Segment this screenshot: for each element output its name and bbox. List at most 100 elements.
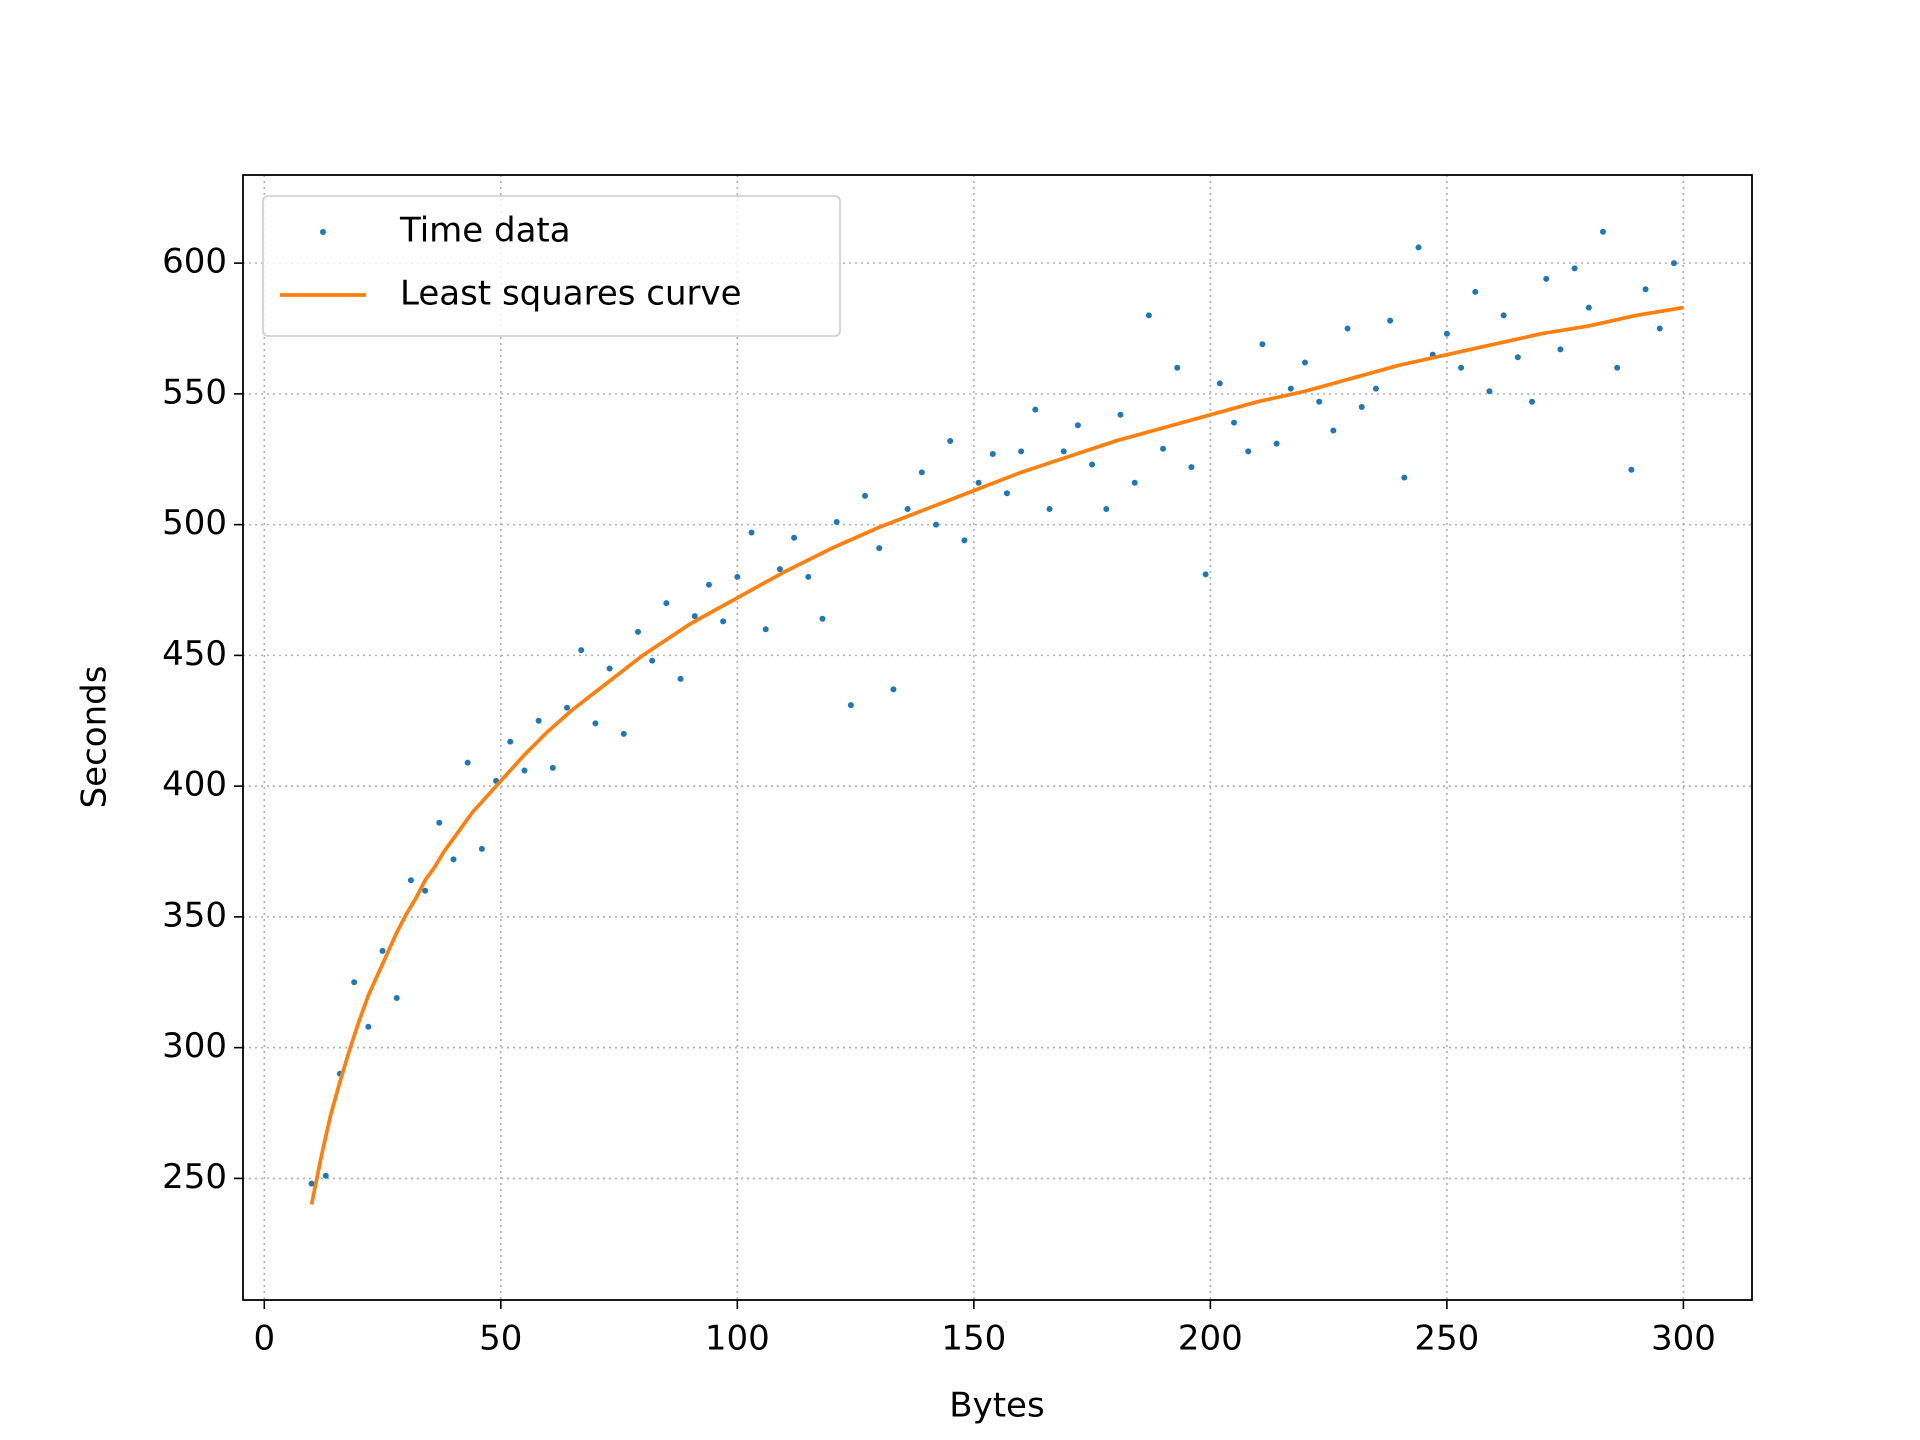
x-tick-label: 150: [941, 1319, 1006, 1359]
data-point: [649, 657, 656, 664]
y-tick-label: 500: [162, 503, 227, 543]
legend-label: Time data: [399, 211, 571, 251]
data-point: [1585, 304, 1592, 311]
x-axis-label: Bytes: [949, 1386, 1044, 1426]
data-point: [933, 521, 940, 528]
data-point: [1358, 403, 1365, 410]
data-point: [592, 720, 599, 727]
data-point: [1486, 388, 1493, 395]
data-point: [535, 717, 542, 724]
data-point: [507, 738, 514, 745]
x-tick-label: 300: [1651, 1319, 1716, 1359]
data-point: [1216, 380, 1223, 387]
data-point: [1642, 286, 1649, 293]
data-point: [989, 451, 996, 458]
data-point: [450, 856, 457, 863]
x-tick-label: 100: [705, 1319, 770, 1359]
y-tick-label: 350: [162, 895, 227, 935]
data-point: [1103, 505, 1110, 512]
data-point: [578, 647, 585, 654]
x-tick-label: 200: [1178, 1319, 1243, 1359]
data-point: [890, 686, 897, 693]
data-point: [464, 759, 471, 766]
data-point: [606, 665, 613, 672]
x-tick-label: 250: [1414, 1319, 1479, 1359]
data-point: [1500, 312, 1507, 319]
data-point: [1529, 398, 1536, 405]
data-point: [1074, 422, 1081, 429]
data-point: [549, 764, 556, 771]
data-point: [833, 519, 840, 526]
legend-box: [262, 195, 841, 337]
data-point: [734, 573, 741, 580]
data-point: [1387, 317, 1394, 324]
data-point: [1273, 440, 1280, 447]
data-point: [393, 994, 400, 1001]
data-point: [847, 702, 854, 709]
data-point: [1443, 330, 1450, 337]
data-point: [1287, 385, 1294, 392]
plot-frame: [242, 174, 1753, 1301]
data-point: [776, 566, 783, 573]
data-point: [1670, 260, 1677, 267]
data-point: [436, 819, 443, 826]
data-point: [705, 581, 712, 588]
data-point: [1117, 411, 1124, 418]
data-point: [691, 613, 698, 620]
y-tick-label: 550: [162, 372, 227, 412]
data-point: [819, 615, 826, 622]
data-point: [422, 887, 429, 894]
data-point: [308, 1180, 315, 1187]
y-axis-label: Seconds: [75, 666, 115, 809]
x-tick-label: 0: [253, 1319, 275, 1359]
data-point: [1316, 398, 1323, 405]
data-point: [1259, 341, 1266, 348]
data-point: [1415, 244, 1422, 251]
data-point: [564, 704, 571, 711]
data-point: [1245, 448, 1252, 455]
data-point: [862, 492, 869, 499]
data-point: [1032, 406, 1039, 413]
x-tick-label: 50: [479, 1319, 522, 1359]
data-point: [1060, 448, 1067, 455]
data-point: [791, 534, 798, 541]
data-point: [805, 573, 812, 580]
data-point: [1628, 466, 1635, 473]
data-point: [407, 877, 414, 884]
legend-label: Least squares curve: [400, 274, 742, 314]
data-point: [1231, 419, 1238, 426]
data-point: [1472, 288, 1479, 295]
data-point: [1131, 479, 1138, 486]
data-point: [1599, 228, 1606, 235]
data-point: [1656, 325, 1663, 332]
data-point: [1301, 359, 1308, 366]
data-point: [1089, 461, 1096, 468]
data-point: [904, 505, 911, 512]
data-point: [1458, 364, 1465, 371]
legend: Time data Least squares curve: [262, 195, 841, 337]
data-point: [1202, 571, 1209, 578]
legend-marker: [320, 229, 326, 235]
data-point: [1571, 265, 1578, 272]
data-point: [720, 618, 727, 625]
data-point: [365, 1023, 372, 1030]
data-point: [1614, 364, 1621, 371]
data-point: [1557, 346, 1564, 353]
data-point: [620, 730, 627, 737]
data-point: [1543, 275, 1550, 282]
data-point: [1003, 490, 1010, 497]
y-tick-label: 600: [162, 242, 227, 282]
data-point: [947, 437, 954, 444]
fit-line: [309, 305, 1684, 1205]
y-tick-label: 300: [162, 1026, 227, 1066]
data-point: [1188, 464, 1195, 471]
data-point: [748, 529, 755, 536]
data-point: [1344, 325, 1351, 332]
data-point: [1372, 385, 1379, 392]
data-point: [1018, 448, 1025, 455]
data-point: [918, 469, 925, 476]
data-point: [663, 600, 670, 607]
data-point: [634, 628, 641, 635]
data-point: [521, 767, 528, 774]
data-point: [975, 479, 982, 486]
